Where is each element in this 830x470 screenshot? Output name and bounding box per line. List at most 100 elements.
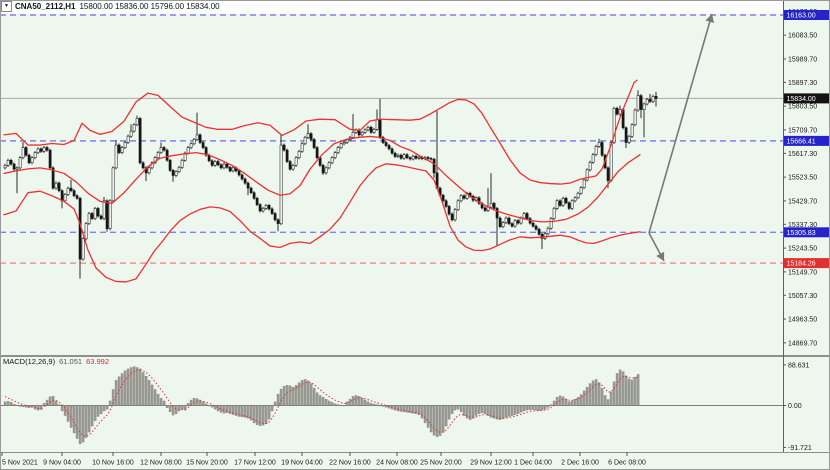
candle-body <box>366 127 370 131</box>
macd-bar <box>321 397 325 406</box>
candle-body <box>117 144 121 153</box>
macd-bar <box>348 398 352 406</box>
candle-body <box>204 147 208 156</box>
candle-body <box>597 142 601 147</box>
macd-bar <box>405 405 409 413</box>
ohlc-values: 15800.00 15836.00 15796.00 15834.00 <box>79 2 220 11</box>
symbol-dropdown-button[interactable]: ▼ <box>1 1 12 12</box>
macd-bar <box>246 405 250 419</box>
candle-body <box>447 206 451 215</box>
candle-body <box>336 147 340 153</box>
candle-body <box>633 109 637 126</box>
macd-bar <box>159 398 163 406</box>
macd-bar <box>468 405 472 420</box>
macd-bar <box>429 405 433 433</box>
candle-body <box>543 233 547 239</box>
candle-body <box>111 167 115 202</box>
candle-body <box>237 170 241 176</box>
candle-body <box>36 148 40 153</box>
price-axis-label: 16083.50 <box>788 33 817 40</box>
candle-body <box>264 205 268 209</box>
candle-body <box>81 238 85 260</box>
candle-body <box>573 197 577 202</box>
macd-bar <box>492 405 496 419</box>
candle-body <box>561 198 565 206</box>
macd-bar <box>507 405 511 417</box>
macd-bar <box>618 369 622 406</box>
candle-body <box>261 208 265 212</box>
candle-body <box>210 160 214 166</box>
candle-body <box>333 152 337 158</box>
candle-body <box>12 163 16 170</box>
candle-body <box>15 167 19 170</box>
macd-bar <box>624 375 628 406</box>
macd-bar <box>102 405 106 412</box>
price-tag-text: 15184.26 <box>787 261 816 268</box>
candle-body <box>99 215 103 219</box>
candle-body <box>330 157 334 164</box>
candle-body <box>522 213 526 219</box>
candle-body <box>180 159 184 168</box>
macd-bar <box>579 394 583 406</box>
price-tag-text: 15666.41 <box>787 138 816 145</box>
macd-bar <box>333 403 337 406</box>
macd-bar <box>165 405 169 408</box>
macd-indicator-label: MACD(12,26,9) 61.051 63.992 <box>3 357 109 366</box>
candle-body <box>453 209 457 221</box>
candle-body <box>507 217 511 224</box>
macd-bar <box>327 400 331 406</box>
candle-body <box>369 127 373 133</box>
candle-body <box>408 157 412 160</box>
macd-bar <box>285 385 289 406</box>
macd-bar <box>174 405 178 414</box>
candle-body <box>339 143 343 148</box>
candle-body <box>192 139 196 145</box>
macd-bar <box>420 405 424 419</box>
price-axis-label: 15803.50 <box>788 104 817 111</box>
candle-body <box>87 213 91 224</box>
macd-bar <box>291 387 295 406</box>
macd-bar <box>60 405 64 412</box>
trend-arrow-down[interactable] <box>648 232 665 262</box>
macd-bar <box>15 404 19 406</box>
trend-arrow-up[interactable] <box>648 13 715 234</box>
macd-bar <box>408 405 412 413</box>
candle-body <box>162 147 166 151</box>
macd-bar <box>525 405 529 411</box>
candle-body <box>594 146 598 155</box>
macd-bar <box>411 405 415 414</box>
time-axis-label: 2 Dec 16:00 <box>561 460 599 467</box>
macd-bar <box>594 379 598 406</box>
macd-bar <box>633 376 637 406</box>
candle-body <box>558 200 562 206</box>
macd-bar <box>24 405 28 408</box>
price-axis-label: 15243.50 <box>788 246 817 253</box>
candle-body <box>432 158 436 174</box>
candle-body <box>327 162 331 169</box>
top-strip <box>0 0 783 14</box>
candle-body <box>312 139 316 148</box>
candle-body <box>168 159 172 171</box>
price-tag-16163.00: 16163.00 <box>784 10 829 20</box>
macd-bar <box>213 405 217 410</box>
macd-bar <box>537 405 541 411</box>
macd-bar <box>453 405 457 411</box>
macd-bar <box>225 405 229 413</box>
candle-body <box>225 163 229 168</box>
macd-bar <box>531 405 535 410</box>
macd-bar <box>117 376 121 406</box>
candle-body <box>567 202 571 209</box>
macd-bar <box>435 405 439 437</box>
candle-body <box>324 167 328 174</box>
macd-bar <box>93 405 97 421</box>
candle-body <box>498 217 502 227</box>
macd-bar <box>426 405 430 428</box>
macd-bar <box>279 388 283 406</box>
candle-body <box>66 187 70 195</box>
candle-body <box>177 167 181 172</box>
candle-body <box>297 151 301 158</box>
macd-bar <box>144 376 148 406</box>
macd-bar <box>156 393 160 406</box>
candle-body <box>93 208 97 219</box>
macd-bar <box>9 402 13 406</box>
